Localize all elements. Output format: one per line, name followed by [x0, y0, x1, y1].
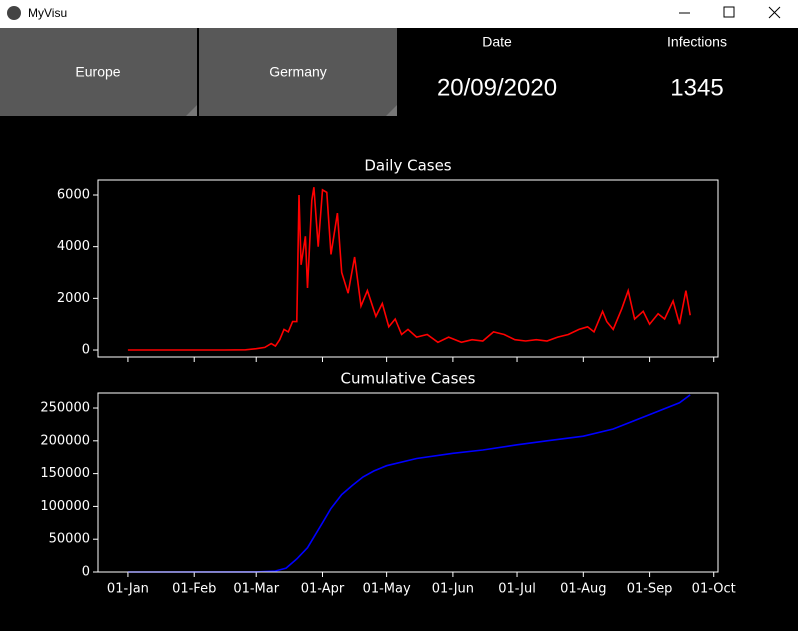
y-tick-label: 100000 — [40, 499, 90, 514]
y-tick-label: 50000 — [49, 532, 90, 547]
info-value: 20/09/2020 — [437, 74, 557, 101]
info-label: Date — [482, 34, 512, 50]
chart-title: Daily Cases — [364, 157, 451, 175]
button-corner — [186, 105, 197, 116]
x-tick-label: 01-Feb — [172, 582, 216, 597]
x-tick-label: 01-Apr — [301, 582, 345, 597]
plot-frame — [97, 179, 719, 358]
button-label[interactable]: Europe — [75, 64, 120, 80]
y-tick-label: 0 — [82, 343, 90, 358]
data-line — [127, 394, 691, 573]
x-tick-label: 01-Sep — [627, 582, 673, 597]
x-tick-label: 01-May — [363, 582, 411, 597]
plot-frame — [97, 392, 719, 573]
button[interactable] — [0, 28, 197, 116]
y-tick-label: 250000 — [40, 401, 90, 416]
info-label: Infections — [667, 34, 727, 50]
y-tick-label: 200000 — [40, 433, 90, 448]
data-line — [127, 187, 691, 351]
chart-title: Cumulative Cases — [341, 370, 476, 388]
maximize[interactable] — [723, 6, 735, 18]
window-title: MyVisu — [28, 6, 67, 20]
y-tick-label: 0 — [82, 565, 90, 580]
button-corner — [386, 105, 397, 116]
x-tick-label: 01-Jan — [107, 582, 149, 597]
app-icon — [7, 6, 21, 20]
title-bar — [0, 0, 798, 28]
x-tick-label: 01-Oct — [692, 582, 736, 597]
button-label[interactable]: Germany — [269, 64, 327, 80]
x-tick-label: 01-Mar — [233, 582, 279, 597]
y-tick-label: 6000 — [57, 187, 90, 202]
x-tick-label: 01-Aug — [560, 582, 606, 597]
y-tick-label: 150000 — [40, 466, 90, 481]
y-tick-label: 2000 — [57, 291, 90, 306]
close[interactable] — [768, 6, 781, 19]
button[interactable] — [199, 28, 397, 116]
x-tick-label: 01-Jun — [432, 582, 474, 597]
x-tick-label: 01-Jul — [498, 582, 536, 597]
info-value: 1345 — [670, 74, 723, 101]
y-tick-label: 4000 — [57, 239, 90, 254]
